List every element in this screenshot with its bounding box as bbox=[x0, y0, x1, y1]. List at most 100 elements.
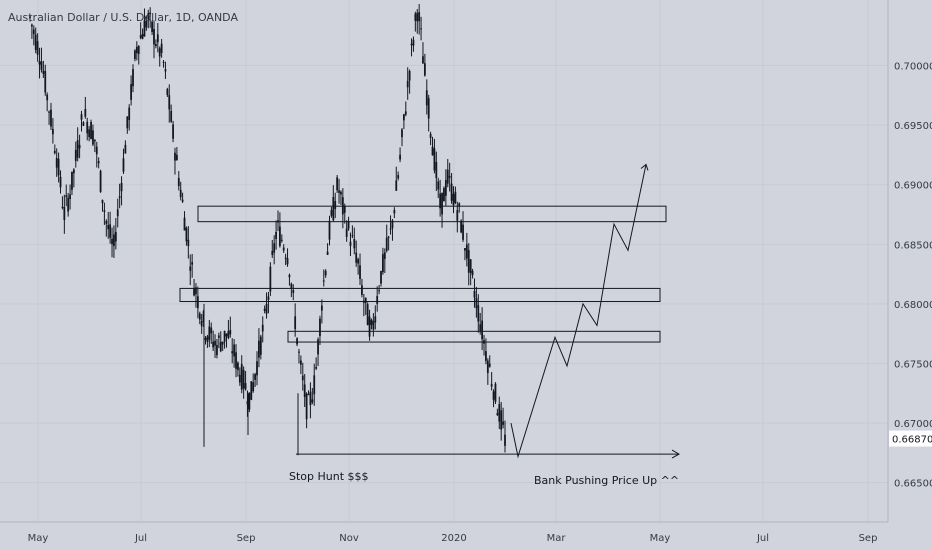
candle-body bbox=[187, 239, 190, 247]
projection-path[interactable] bbox=[510, 164, 647, 459]
candle-body bbox=[410, 43, 413, 46]
candle-body bbox=[82, 122, 85, 126]
candle-body bbox=[177, 177, 180, 187]
candle-body bbox=[235, 352, 237, 369]
candle-body bbox=[402, 114, 405, 121]
candle-body bbox=[271, 250, 274, 255]
projection-arrowhead bbox=[640, 163, 649, 171]
candle-body bbox=[46, 94, 49, 101]
candle-body bbox=[439, 193, 442, 209]
candle-body bbox=[259, 336, 262, 355]
candle-body bbox=[109, 224, 112, 238]
candle-body bbox=[208, 326, 211, 340]
candle-body bbox=[383, 252, 386, 259]
candle-body bbox=[444, 180, 447, 196]
candle-body bbox=[204, 338, 207, 340]
time-tick-label: May bbox=[650, 533, 671, 544]
candle-body bbox=[481, 320, 484, 340]
candle-body bbox=[174, 152, 176, 161]
time-tick-label: 2020 bbox=[441, 533, 466, 544]
candle-body bbox=[361, 285, 363, 295]
zone-box[interactable] bbox=[287, 330, 661, 343]
candle-body bbox=[278, 226, 281, 246]
candle-body bbox=[248, 392, 251, 410]
candle-body bbox=[479, 324, 482, 331]
candle-body bbox=[34, 34, 37, 50]
candle-body bbox=[153, 29, 155, 45]
candle-body bbox=[301, 375, 304, 381]
candle-body bbox=[486, 360, 489, 374]
candle-body bbox=[317, 339, 319, 355]
candle-body bbox=[120, 182, 123, 192]
zone-box[interactable] bbox=[179, 287, 661, 303]
candle-body bbox=[269, 266, 272, 292]
candle-body bbox=[217, 335, 220, 338]
candle-body bbox=[71, 171, 73, 190]
time-tick-label: Sep bbox=[237, 533, 256, 544]
candle-body bbox=[99, 170, 102, 192]
price-axis[interactable]: 0.70000 0.69500 0.69000 0.68500 0.68000 0.675… bbox=[889, 62, 932, 490]
candle-body bbox=[231, 351, 234, 354]
candle-body bbox=[156, 34, 159, 43]
candle-body bbox=[67, 197, 70, 212]
candle-body bbox=[492, 391, 495, 400]
candle-body bbox=[40, 61, 43, 70]
candle-body bbox=[477, 305, 480, 322]
candle-body bbox=[116, 209, 119, 217]
candle-body bbox=[311, 399, 314, 403]
chart-title: Australian Dollar / U.S. Dollar, 1D, OAN… bbox=[8, 11, 238, 24]
candle-body bbox=[124, 144, 127, 154]
candle-body bbox=[454, 191, 457, 203]
candle-body bbox=[55, 158, 58, 168]
candle-body bbox=[86, 121, 89, 134]
zone-boxes bbox=[179, 205, 667, 343]
candle-body bbox=[267, 296, 270, 301]
candle-body bbox=[296, 338, 298, 345]
candle-body bbox=[53, 150, 56, 154]
candle-body bbox=[349, 241, 352, 246]
candle-body bbox=[473, 291, 476, 298]
candle-body bbox=[370, 319, 373, 325]
candle-body bbox=[80, 114, 83, 120]
zone-box[interactable] bbox=[197, 205, 667, 223]
candle-body bbox=[223, 330, 226, 342]
time-tick-label: Jul bbox=[756, 533, 769, 544]
candle-body bbox=[406, 80, 409, 88]
candle-body bbox=[500, 410, 503, 430]
candle-body bbox=[393, 210, 396, 214]
candle-body bbox=[196, 296, 199, 309]
candle-body bbox=[200, 321, 203, 327]
candle-body bbox=[469, 259, 472, 273]
candle-body bbox=[313, 375, 316, 395]
candle-body bbox=[412, 39, 415, 46]
candle-body bbox=[143, 20, 146, 37]
candle-body bbox=[364, 297, 367, 304]
candle-body bbox=[462, 224, 464, 240]
candle-body bbox=[353, 239, 356, 249]
candle-body bbox=[118, 196, 121, 198]
candle-body bbox=[504, 434, 506, 446]
candle-body bbox=[307, 394, 310, 396]
candle-body bbox=[280, 239, 283, 241]
candle-body bbox=[227, 330, 230, 339]
candle-body bbox=[51, 128, 54, 135]
candle-body bbox=[216, 344, 218, 356]
candle-body bbox=[59, 176, 62, 188]
candle-body bbox=[90, 122, 92, 140]
candle-body bbox=[372, 320, 375, 330]
candle-body bbox=[298, 351, 300, 353]
candle-body bbox=[181, 199, 184, 202]
candle-body bbox=[294, 316, 297, 330]
candle-body bbox=[195, 287, 197, 295]
candle-body bbox=[502, 421, 504, 425]
candle-body bbox=[275, 232, 277, 239]
candle-body bbox=[328, 220, 331, 240]
candle-body bbox=[198, 313, 201, 320]
candle-body bbox=[292, 289, 295, 293]
candle-body bbox=[299, 360, 302, 365]
time-axis[interactable]: May Jul Sep Nov 2020 Mar May Jul Sep bbox=[28, 533, 878, 544]
candle-body bbox=[498, 404, 501, 422]
candle-body bbox=[57, 158, 60, 176]
